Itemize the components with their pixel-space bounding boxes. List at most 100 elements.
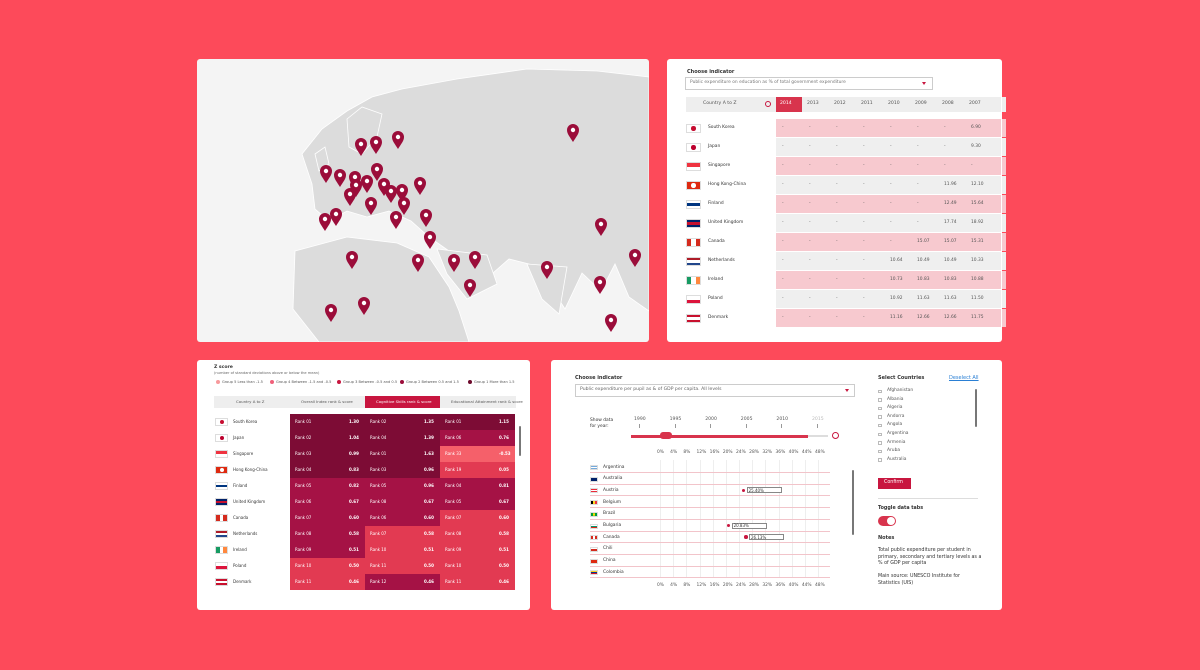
year-header[interactable]: 2007 xyxy=(969,101,981,106)
table-cell: - xyxy=(890,182,892,187)
flag-stripe xyxy=(223,515,228,521)
map-pin[interactable] xyxy=(330,208,342,226)
country-name: Hong Kong-China xyxy=(708,182,746,187)
row-background xyxy=(776,309,1006,327)
slider-handle[interactable] xyxy=(660,432,672,439)
year-header[interactable]: 2008 xyxy=(942,101,954,106)
slider-year: 2010 xyxy=(776,417,789,422)
map-pin[interactable] xyxy=(424,231,436,249)
flag xyxy=(215,498,228,506)
year-header[interactable]: 2014 xyxy=(780,101,792,106)
map-pin[interactable] xyxy=(595,218,607,236)
map-pin[interactable] xyxy=(361,175,373,193)
country-name: United Kingdom xyxy=(233,499,266,504)
map-pin[interactable] xyxy=(385,185,397,203)
checkbox[interactable] xyxy=(878,449,882,454)
table-cell: 17.74 xyxy=(944,220,957,225)
checkbox[interactable] xyxy=(878,389,882,393)
country-name: Poland xyxy=(708,296,723,301)
map-pin[interactable] xyxy=(605,314,617,332)
map-pin[interactable] xyxy=(594,276,606,294)
select-title: Select Countries xyxy=(878,375,925,381)
year-header[interactable]: 2010 xyxy=(888,101,900,106)
map-pin[interactable] xyxy=(350,179,362,197)
prev-button[interactable] xyxy=(765,101,771,107)
map-pin[interactable] xyxy=(355,138,367,156)
map-pin[interactable] xyxy=(448,254,460,272)
dot[interactable] xyxy=(726,523,731,528)
notes-title: Notes xyxy=(878,535,895,541)
map-pin[interactable] xyxy=(370,136,382,154)
map-pin[interactable] xyxy=(469,251,481,269)
flag-stripe xyxy=(216,581,227,583)
country-name: Japan xyxy=(233,435,245,440)
map-pin-dot xyxy=(381,181,387,187)
checkbox[interactable] xyxy=(878,406,882,411)
map-pin[interactable] xyxy=(567,124,579,142)
map-pin[interactable] xyxy=(392,131,404,149)
map-pin[interactable] xyxy=(346,251,358,269)
row-background xyxy=(776,214,1006,232)
checkbox[interactable] xyxy=(878,398,882,402)
rank: Rank 10 xyxy=(370,547,387,552)
map-pin[interactable] xyxy=(334,169,346,187)
checkbox[interactable] xyxy=(878,441,882,445)
map-pin[interactable] xyxy=(396,184,408,202)
table-cell: - xyxy=(971,163,973,168)
slider-year: 2000 xyxy=(705,417,717,422)
confirm-button[interactable] xyxy=(878,478,911,489)
checkbox[interactable] xyxy=(878,415,882,419)
rank: Rank 06 xyxy=(295,499,312,504)
map-pin[interactable] xyxy=(390,211,402,229)
score: 1.15 xyxy=(499,419,509,424)
tab[interactable]: Cognitive Skills rank & score xyxy=(376,399,432,404)
dropdown[interactable] xyxy=(575,384,855,397)
deselect-link[interactable]: Deselect All xyxy=(949,375,979,381)
scrollbar xyxy=(852,470,854,535)
confirm-label[interactable]: Confirm xyxy=(884,480,903,485)
map-pin[interactable] xyxy=(414,177,426,195)
row-background xyxy=(776,271,1006,289)
year-header[interactable]: 2011 xyxy=(861,101,873,106)
flag-stripe xyxy=(687,319,700,322)
map-pin[interactable] xyxy=(412,254,424,272)
dropdown[interactable] xyxy=(685,77,933,90)
map-pin[interactable] xyxy=(344,188,356,206)
year-header[interactable]: 2013 xyxy=(807,101,819,106)
map-pin-dot xyxy=(395,134,401,140)
year-header[interactable]: 2012 xyxy=(834,101,846,106)
map-pin[interactable] xyxy=(365,197,377,215)
score: 0.76 xyxy=(499,435,509,440)
map-pin[interactable] xyxy=(629,249,641,267)
checkbox[interactable] xyxy=(878,458,882,462)
table-cell: 11.96 xyxy=(944,182,957,187)
checkbox[interactable] xyxy=(878,423,882,428)
country-name: Denmark xyxy=(233,579,252,584)
table-cell: - xyxy=(836,258,838,263)
map-pin[interactable] xyxy=(378,178,390,196)
map-pin[interactable] xyxy=(464,279,476,297)
x-tick-label: 20% xyxy=(722,583,733,588)
score-cell xyxy=(290,510,365,526)
tab[interactable]: Country A to Z xyxy=(236,399,265,404)
map-pin[interactable] xyxy=(398,197,410,215)
map-pin[interactable] xyxy=(371,163,383,181)
map-pin[interactable] xyxy=(541,261,553,279)
table-cell: - xyxy=(863,163,865,168)
flag-stripe xyxy=(591,501,593,505)
sort-label[interactable]: Country A to Z xyxy=(703,101,737,106)
map-pin[interactable] xyxy=(358,297,370,315)
checkbox[interactable] xyxy=(878,432,882,436)
play-button[interactable] xyxy=(832,432,839,439)
tab[interactable]: Educational Attainment rank & score xyxy=(451,399,523,404)
map-pin[interactable] xyxy=(325,304,337,322)
map-pin[interactable] xyxy=(420,209,432,227)
tab[interactable]: Overall Index rank & score xyxy=(301,399,353,404)
map-pin[interactable] xyxy=(320,165,332,183)
map-pin[interactable] xyxy=(319,213,331,231)
year-header[interactable]: 2009 xyxy=(915,101,927,106)
legend-item: Group 2 Between 0.5 and 1.5 xyxy=(406,379,459,384)
dot[interactable] xyxy=(744,535,748,539)
dot[interactable] xyxy=(741,488,746,493)
